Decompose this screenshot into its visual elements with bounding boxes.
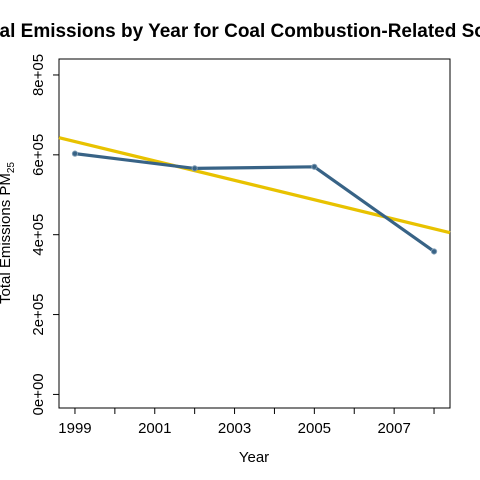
- y-tick-label: 8e+05: [30, 54, 47, 96]
- x-tick-label: 2005: [298, 420, 331, 437]
- y-tick-label: 2e+05: [30, 293, 47, 335]
- data-point: [191, 165, 198, 172]
- x-tick-label: 2007: [377, 420, 410, 437]
- y-axis: 0e+00 2e+05 4e+05 6e+05 8e+05: [30, 54, 59, 415]
- trend-line-layer: [58, 136, 451, 235]
- y-tick-label: 0e+00: [30, 373, 47, 415]
- x-tick-label: 1999: [58, 420, 91, 437]
- y-tick-label: 6e+05: [30, 134, 47, 176]
- x-axis: 1999 2001 2003 2005 2007: [58, 408, 435, 437]
- x-tick-label: 2003: [218, 420, 251, 437]
- data-point: [430, 248, 438, 255]
- x-tick-label: 2001: [138, 420, 171, 437]
- data-point: [71, 150, 79, 157]
- y-axis-label-subscript: 25: [6, 162, 17, 174]
- y-axis-label-main: Total Emissions PM: [0, 173, 14, 304]
- y-axis-label: Total Emissions PM25: [0, 162, 17, 304]
- y-tick-label: 4e+05: [30, 214, 47, 256]
- trend-line: [58, 136, 451, 235]
- x-axis-label: Year: [239, 449, 269, 466]
- series-layer: [71, 150, 438, 255]
- plot-frame: [58, 58, 451, 409]
- chart-title: Total Emissions by Year for Coal Combust…: [0, 21, 480, 42]
- series-line: [74, 152, 435, 253]
- data-point: [311, 163, 318, 170]
